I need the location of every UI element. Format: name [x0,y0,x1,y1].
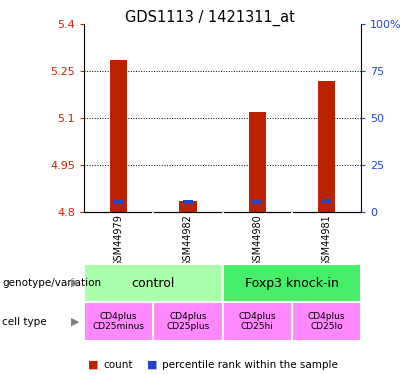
Bar [249,112,266,212]
Text: CD4plus
CD25lo: CD4plus CD25lo [308,312,345,331]
Bar [179,201,197,212]
Bar [223,264,361,302]
Bar [153,302,223,341]
Text: CD4plus
CD25plus: CD4plus CD25plus [166,312,210,331]
Text: GSM44979: GSM44979 [114,214,123,267]
Text: count: count [103,360,132,369]
Text: CD4plus
CD25minus: CD4plus CD25minus [93,312,144,331]
Bar [84,264,223,302]
Text: percentile rank within the sample: percentile rank within the sample [162,360,338,369]
Text: GDS1113 / 1421311_at: GDS1113 / 1421311_at [125,9,295,26]
Bar [252,200,262,204]
Text: CD4plus
CD25hi: CD4plus CD25hi [239,312,276,331]
Bar [110,60,127,212]
Text: cell type: cell type [2,316,47,327]
Text: control: control [131,277,175,290]
Text: Foxp3 knock-in: Foxp3 knock-in [245,277,339,290]
Text: genotype/variation: genotype/variation [2,278,101,288]
Bar [223,302,292,341]
Text: ▶: ▶ [71,278,79,288]
Bar [113,200,124,204]
Bar [84,302,153,341]
Bar [321,199,332,203]
Text: ■: ■ [147,360,158,369]
Text: GSM44982: GSM44982 [183,214,193,267]
Text: ■: ■ [88,360,99,369]
Text: GSM44980: GSM44980 [252,214,262,267]
Bar [292,302,361,341]
Bar [183,200,193,204]
Bar [318,81,335,212]
Text: ▶: ▶ [71,316,79,327]
Text: GSM44981: GSM44981 [322,214,331,267]
